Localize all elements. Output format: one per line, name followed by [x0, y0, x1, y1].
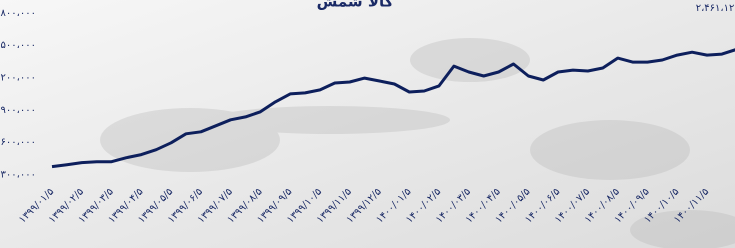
y-tick-label: ۲،۵۰۰،۰۰۰: [0, 40, 36, 51]
y-tick-label: ۱،۳۰۰،۰۰۰: [0, 170, 36, 181]
chart: کالا شمش ۱،۳۰۰،۰۰۰ ۱،۶۰۰،۰۰۰ ۱،۹۰۰،۰۰۰ ۲،۲۰…: [0, 0, 735, 248]
annotation: ۲،۴۶۱،۱۲۰: [696, 3, 735, 14]
y-tick-label: ۲،۸۰۰،۰۰۰: [0, 8, 36, 19]
chart-title: کالا شمش: [317, 0, 394, 11]
y-tick-label: ۱،۶۰۰،۰۰۰: [0, 137, 36, 148]
y-tick-label: ۱،۹۰۰،۰۰۰: [0, 105, 36, 116]
y-tick-label: ۲،۲۰۰،۰۰۰: [0, 73, 36, 84]
